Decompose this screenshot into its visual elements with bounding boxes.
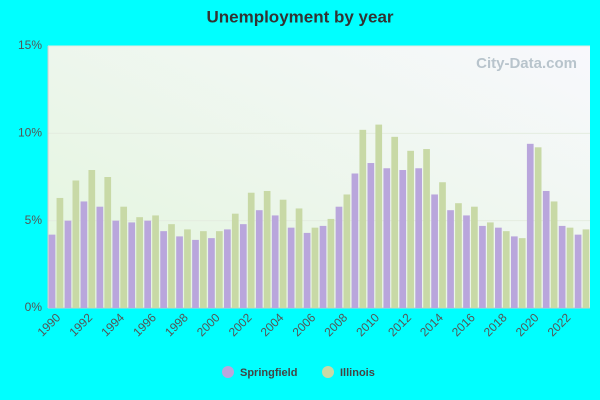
bar [247, 192, 255, 308]
bar [279, 199, 287, 308]
bar [335, 206, 343, 308]
bar [455, 203, 462, 308]
bar [263, 190, 271, 308]
bar [192, 239, 199, 308]
bar [423, 149, 430, 308]
bar [239, 224, 247, 308]
x-tick-label: 2000 [194, 310, 223, 339]
x-tick-label: 2016 [449, 310, 478, 339]
bar [566, 227, 574, 308]
legend-label: Springfield [240, 367, 297, 379]
x-tick-label: 1990 [35, 310, 64, 339]
bar [200, 231, 207, 308]
bar [287, 227, 295, 308]
y-tick-label: 10% [18, 126, 42, 140]
bar [72, 180, 80, 308]
bar [303, 232, 311, 308]
bar [160, 231, 167, 308]
x-tick-label: 1992 [66, 310, 95, 339]
bar [120, 206, 128, 308]
bar [415, 168, 423, 308]
bar [295, 208, 303, 308]
chart-title: Unemployment by year [206, 7, 393, 26]
bar [48, 234, 56, 308]
bar [447, 210, 454, 308]
bar [550, 201, 558, 308]
bar [526, 143, 534, 308]
bar [319, 225, 327, 308]
bar [271, 215, 279, 308]
bar [582, 229, 590, 308]
bar [351, 173, 359, 308]
bar [495, 227, 502, 308]
bar [311, 227, 319, 308]
bar [574, 234, 582, 308]
x-tick-label: 2006 [290, 310, 319, 339]
x-tick-label: 2010 [353, 310, 382, 339]
legend-label: Illinois [340, 367, 375, 379]
bar [375, 124, 383, 308]
x-tick-label: 2018 [481, 310, 510, 339]
bar [399, 170, 407, 308]
bar [383, 168, 391, 308]
watermark: City-Data.com [476, 55, 577, 72]
bar [343, 194, 351, 308]
bar [431, 194, 438, 308]
bar [136, 217, 143, 308]
bar [542, 190, 550, 308]
legend-swatch [222, 366, 234, 378]
bar [558, 225, 566, 308]
bar [104, 177, 112, 308]
legend-swatch [322, 366, 334, 378]
bar [64, 220, 72, 308]
bar [215, 231, 223, 308]
bar [486, 222, 494, 308]
bar [168, 224, 175, 308]
bar [439, 182, 446, 308]
x-tick-label: 1998 [162, 310, 191, 339]
bar [327, 218, 335, 308]
x-tick-label: 1994 [98, 310, 127, 339]
bar [144, 220, 152, 308]
bar [534, 147, 542, 308]
bar [471, 206, 478, 308]
bar [112, 220, 120, 308]
x-tick-label: 2020 [513, 310, 542, 339]
bar [479, 225, 486, 308]
bar [510, 236, 518, 308]
bar [359, 129, 367, 308]
y-tick-label: 15% [18, 38, 42, 52]
bar [224, 229, 231, 308]
bar [502, 231, 510, 308]
bar [463, 215, 470, 308]
x-tick-label: 1996 [130, 310, 159, 339]
bar [184, 229, 191, 308]
x-tick-label: 2002 [226, 310, 255, 339]
bar [255, 210, 263, 308]
x-tick-label: 2004 [258, 310, 287, 339]
bar [231, 213, 239, 308]
bar [152, 215, 159, 308]
y-tick-label: 5% [25, 213, 43, 227]
bar [56, 197, 64, 308]
x-tick-label: 2012 [385, 310, 414, 339]
x-tick-label: 2014 [417, 310, 446, 339]
bar [128, 222, 136, 308]
bar [407, 150, 414, 308]
bar [518, 238, 526, 308]
bar [367, 163, 375, 308]
bar [88, 170, 96, 308]
x-tick-label: 2008 [321, 310, 350, 339]
bar [96, 206, 104, 308]
bar [391, 136, 399, 308]
bar [208, 238, 215, 308]
bar [176, 236, 183, 308]
bar [80, 201, 88, 308]
x-tick-label: 2022 [545, 310, 574, 339]
y-tick-label: 0% [25, 300, 43, 314]
